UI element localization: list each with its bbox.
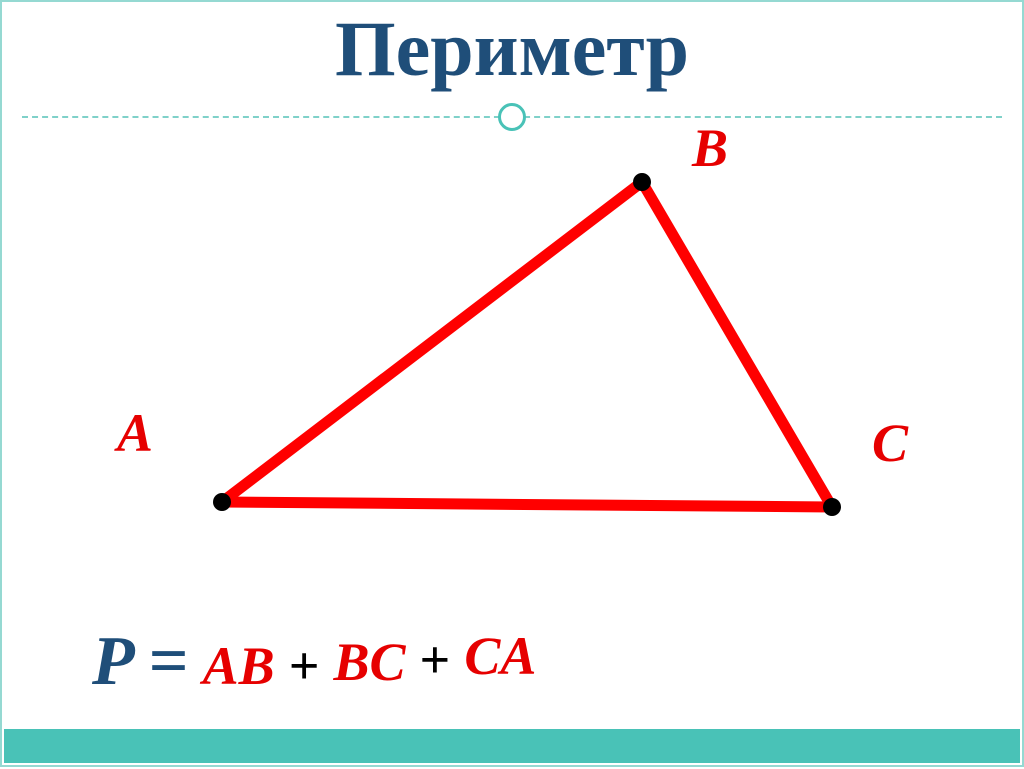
formula-p: P xyxy=(92,622,135,702)
side-ab xyxy=(222,182,642,502)
formula-term-ca: CA xyxy=(464,625,536,687)
formula-equals: = xyxy=(149,622,189,702)
vertex-b-dot xyxy=(633,173,651,191)
bottom-accent-strip xyxy=(4,729,1020,763)
vertex-c-dot xyxy=(823,498,841,516)
vertex-label-a: A xyxy=(117,402,153,464)
vertex-a-dot xyxy=(213,493,231,511)
formula-term-ab: AB xyxy=(203,635,275,697)
formula-plus-2: + xyxy=(420,629,451,691)
side-bc xyxy=(642,182,832,507)
side-ca xyxy=(222,502,832,507)
formula-plus-1: + xyxy=(289,635,320,697)
perimeter-formula: P = AB + BC + CA xyxy=(92,622,536,702)
slide-frame: Периметр A B C P = AB + BC + CA xyxy=(0,0,1024,767)
title-text: Периметр xyxy=(335,5,689,92)
title-divider xyxy=(22,102,1002,132)
vertex-label-c: C xyxy=(872,412,908,474)
vertex-label-b: B xyxy=(692,117,728,179)
divider-circle-icon xyxy=(498,103,526,131)
triangle-shape xyxy=(213,173,841,516)
formula-term-bc: BC xyxy=(333,631,405,693)
slide-title: Периметр xyxy=(2,10,1022,88)
